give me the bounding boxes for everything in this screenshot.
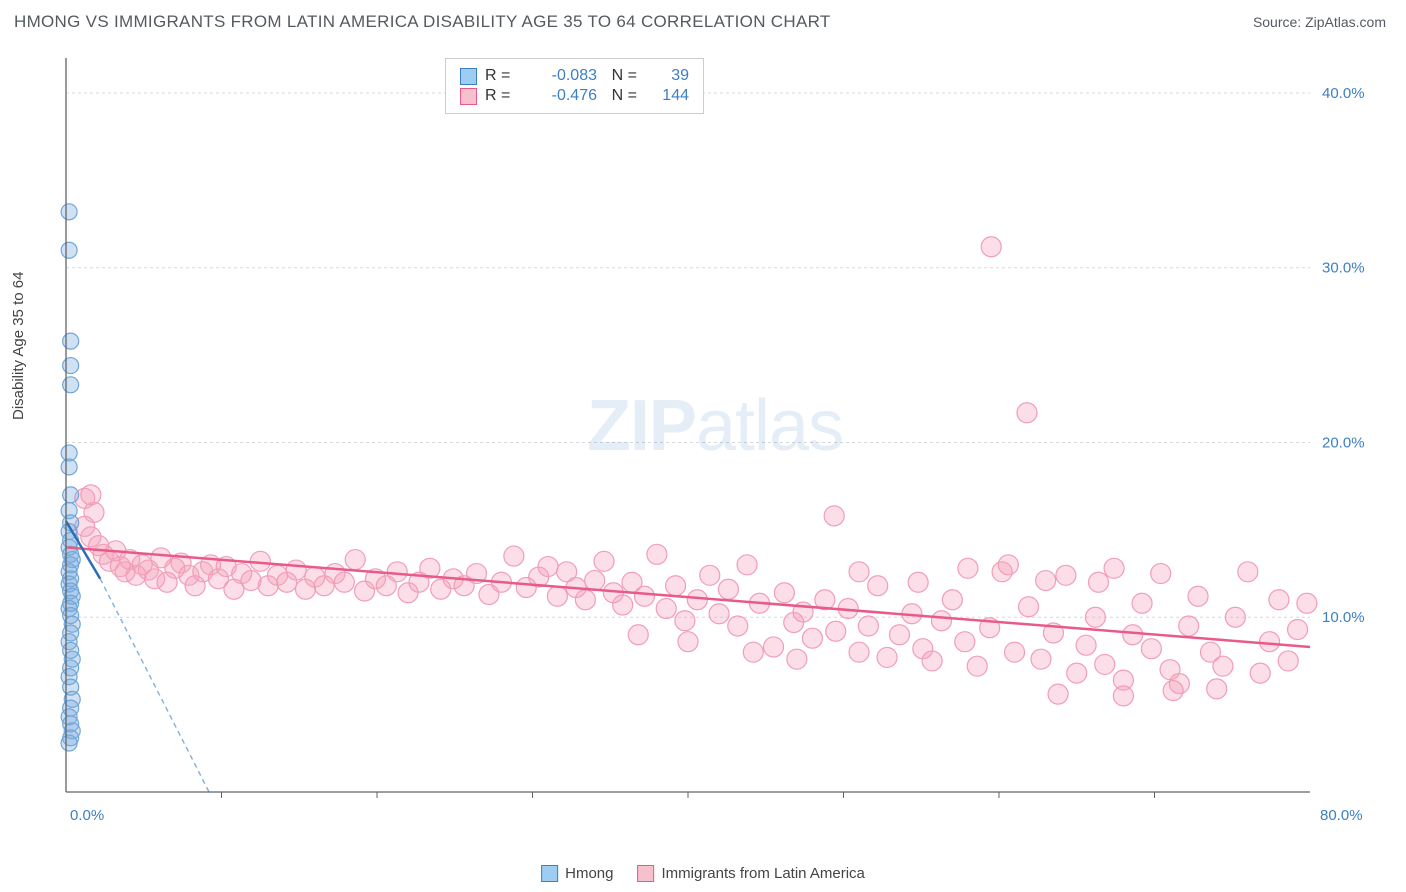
legend: Hmong Immigrants from Latin America [541, 865, 865, 882]
svg-text:30.0%: 30.0% [1322, 260, 1365, 277]
correlation-legend: R = -0.083 N = 39 R = -0.476 N = 144 [445, 58, 704, 114]
legend-item-latin: Immigrants from Latin America [637, 865, 864, 882]
svg-text:10.0%: 10.0% [1322, 609, 1365, 626]
legend-label: Immigrants from Latin America [661, 865, 864, 882]
chart-plot: 10.0%20.0%30.0%40.0%0.0%80.0% ZIPatlas [50, 52, 1380, 832]
square-icon [637, 865, 654, 882]
source-label: Source: ZipAtlas.com [1253, 14, 1386, 30]
legend-label: Hmong [565, 865, 613, 882]
legend-item-hmong: Hmong [541, 865, 613, 882]
svg-text:20.0%: 20.0% [1322, 434, 1365, 451]
y-axis-label: Disability Age 35 to 64 [10, 272, 27, 420]
corr-row-latin: R = -0.476 N = 144 [460, 87, 689, 105]
square-icon [541, 865, 558, 882]
svg-text:40.0%: 40.0% [1322, 85, 1365, 102]
scatter-svg: 10.0% 20.0% 30.0% 40.0% 0.0% 80.0% [50, 52, 1380, 832]
square-icon [460, 88, 477, 105]
corr-row-hmong: R = -0.083 N = 39 [460, 67, 689, 85]
svg-text:80.0%: 80.0% [1320, 807, 1363, 824]
svg-text:0.0%: 0.0% [70, 807, 104, 824]
square-icon [460, 68, 477, 85]
chart-title: HMONG VS IMMIGRANTS FROM LATIN AMERICA D… [14, 12, 831, 32]
